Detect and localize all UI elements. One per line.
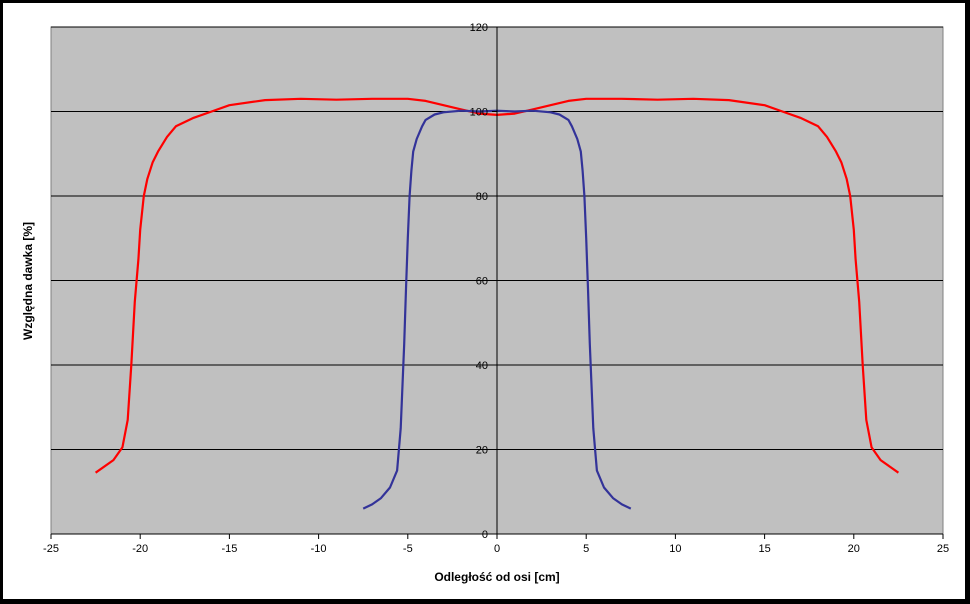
y-tick-label-0: 0 [482,529,488,541]
y-tick-label-2: 40 [476,360,488,372]
x-tick-label-6: 5 [583,543,589,555]
x-tick-label-4: -5 [403,543,413,555]
x-tick-label-7: 10 [669,543,681,555]
x-tick-label-5: 0 [494,543,500,555]
x-tick-label-8: 15 [758,543,770,555]
x-tick-label-2: -15 [221,543,237,555]
x-tick-label-0: -25 [43,543,59,555]
y-ticks: 0 20 40 60 80 100 120 [470,22,497,541]
x-ticks: -25 -20 -15 -10 -5 0 5 10 15 20 25 [43,534,949,555]
x-tick-label-10: 25 [937,543,949,555]
y-tick-label-3: 60 [476,276,488,288]
y-tick-label-6: 120 [470,22,488,34]
x-tick-label-3: -10 [311,543,327,555]
y-tick-label-4: 80 [476,191,488,203]
y-tick-label-5: 100 [470,107,488,119]
x-axis-title: Odległość od osi [cm] [434,570,559,584]
x-tick-label-1: -20 [132,543,148,555]
x-tick-label-9: 20 [848,543,860,555]
y-tick-label-1: 20 [476,445,488,457]
y-axis-title: Względna dawka [%] [21,222,35,340]
